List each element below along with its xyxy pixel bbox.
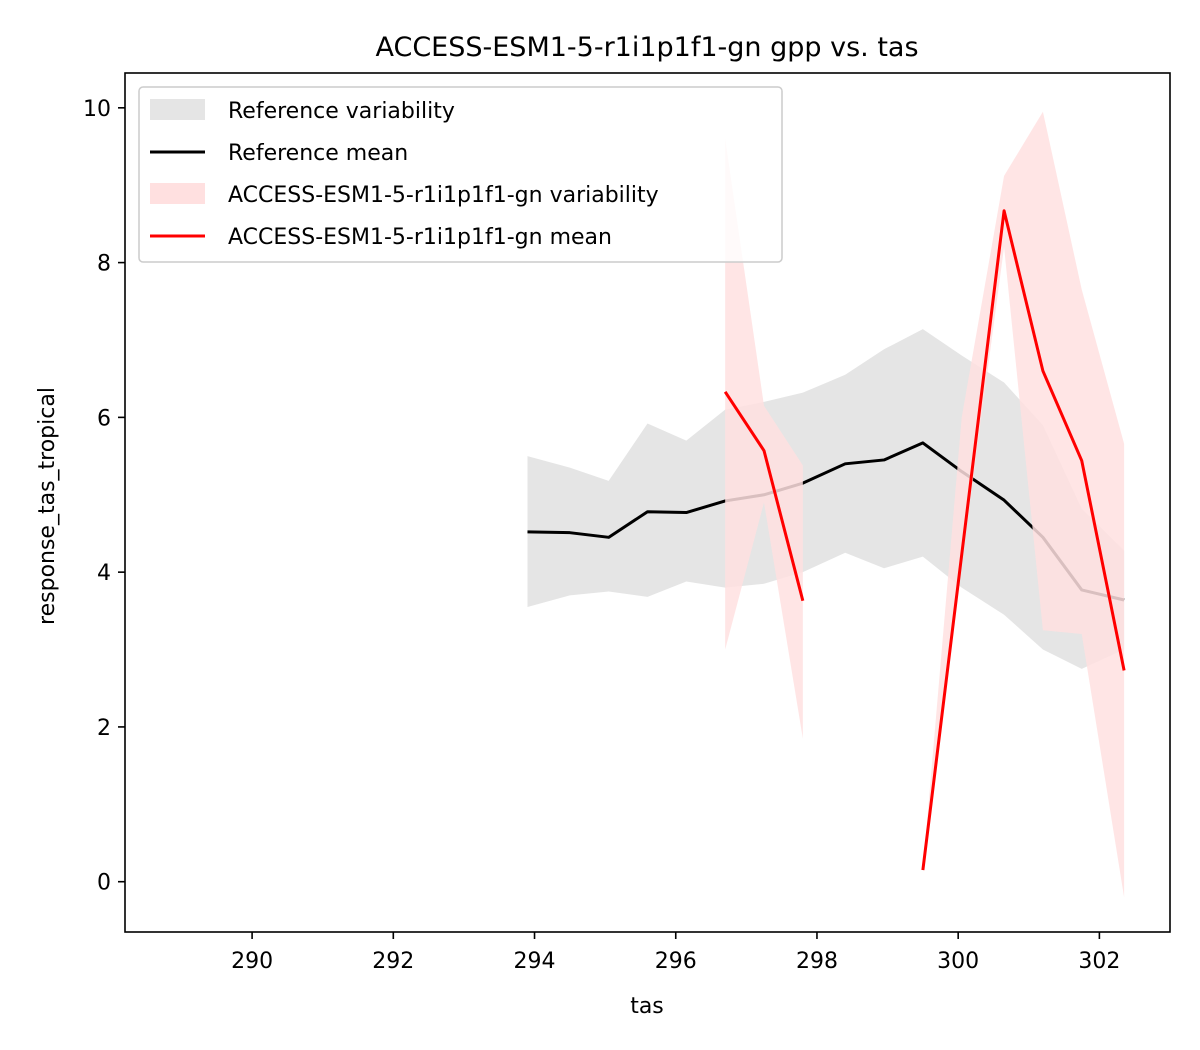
x-tick-label: 296 [655,949,697,974]
y-tick-label: 8 [97,252,111,277]
y-axis-label: response_tas_tropical [35,387,60,625]
axes-frame [124,72,1171,933]
series-2-band-0 [725,138,803,739]
y-tick-label: 6 [97,406,111,431]
series-1-line-0 [527,441,1125,602]
legend: Reference variability Reference mean ACCES… [138,86,783,263]
x-tick-label: 300 [937,949,979,974]
series-3-line-0 [723,391,805,602]
y-tick-label: 0 [97,871,111,896]
legend-swatch-0 [150,99,205,120]
legend-swatch-2 [150,183,205,204]
x-tick-label: 298 [796,949,838,974]
x-tick-label: 292 [372,949,414,974]
plot-area [527,111,1126,898]
x-axis-label: tas [630,994,664,1019]
series-2-band-1 [922,111,1125,898]
plot-content [527,111,1126,898]
legend-label-1: Reference mean [228,141,408,166]
legend-label-0: Reference variability [228,99,455,124]
y-tick-label: 2 [97,716,111,741]
legend-label-2: ACCESS-ESM1-5-r1i1p1f1-gn variability [228,183,659,208]
chart-title: ACCESS-ESM1-5-r1i1p1f1-gn gpp vs. tas [375,32,918,63]
legend-label-3: ACCESS-ESM1-5-r1i1p1f1-gn mean [228,225,612,250]
x-tick-label: 302 [1078,949,1120,974]
y-tick-label: 4 [97,561,111,586]
series-3-line-1 [921,209,1126,871]
x-tick-label: 290 [231,949,273,974]
legend-box [138,86,783,263]
axes: 290 292 294 296 298 300 302 0 2 4 6 8 10 [83,72,1171,974]
y-tick-label: 10 [83,97,111,122]
x-tick-label: 294 [514,949,556,974]
